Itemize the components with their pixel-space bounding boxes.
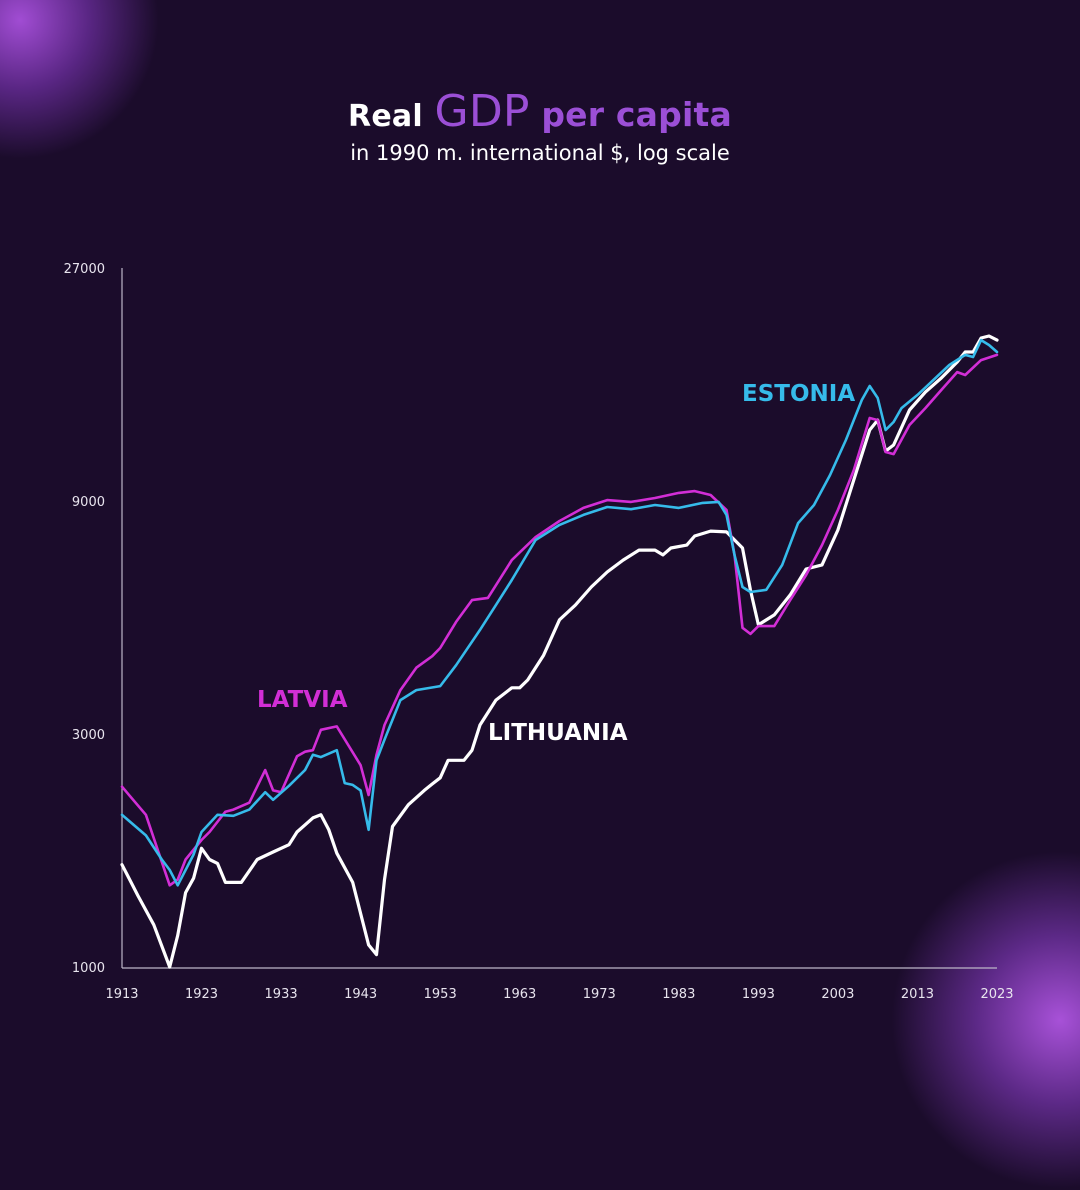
y-tick-label: 1000 [72, 961, 105, 976]
title-real: Real [348, 99, 423, 134]
x-tick-label: 1973 [583, 987, 616, 1002]
chart-area: 1000 3000 9000 27000 1913 1923 1933 1943 1953 19… [64, 262, 1014, 1002]
series-line-estonia [120, 338, 999, 887]
y-tick-label: 27000 [64, 262, 105, 277]
x-tick-label: 1933 [265, 987, 298, 1002]
x-tick-label: 1943 [344, 987, 377, 1002]
x-tick-label: 2023 [980, 987, 1013, 1002]
series-line-lithuania [120, 334, 999, 969]
x-tick-label: 2013 [901, 987, 934, 1002]
x-tick-label: 1983 [662, 987, 695, 1002]
x-tick-label: 2003 [821, 987, 854, 1002]
label-latvia: LATVIA [257, 687, 348, 713]
chart-title: Real GDP per capita [0, 86, 1080, 137]
chart-subtitle: in 1990 m. international $, log scale [350, 141, 730, 165]
y-tick-label: 9000 [72, 495, 105, 510]
x-tick-label: 1963 [503, 987, 536, 1002]
series-line-latvia [120, 353, 999, 887]
x-tick-label: 1993 [742, 987, 775, 1002]
label-estonia: ESTONIA [742, 381, 855, 407]
label-lithuania: LITHUANIA [488, 720, 628, 746]
title-gdp: GDP [434, 86, 530, 137]
x-tick-label: 1923 [185, 987, 218, 1002]
x-tick-label: 1913 [105, 987, 138, 1002]
title-per-capita: per capita [541, 95, 732, 134]
y-tick-label: 3000 [72, 728, 105, 743]
x-tick-label: 1953 [424, 987, 457, 1002]
